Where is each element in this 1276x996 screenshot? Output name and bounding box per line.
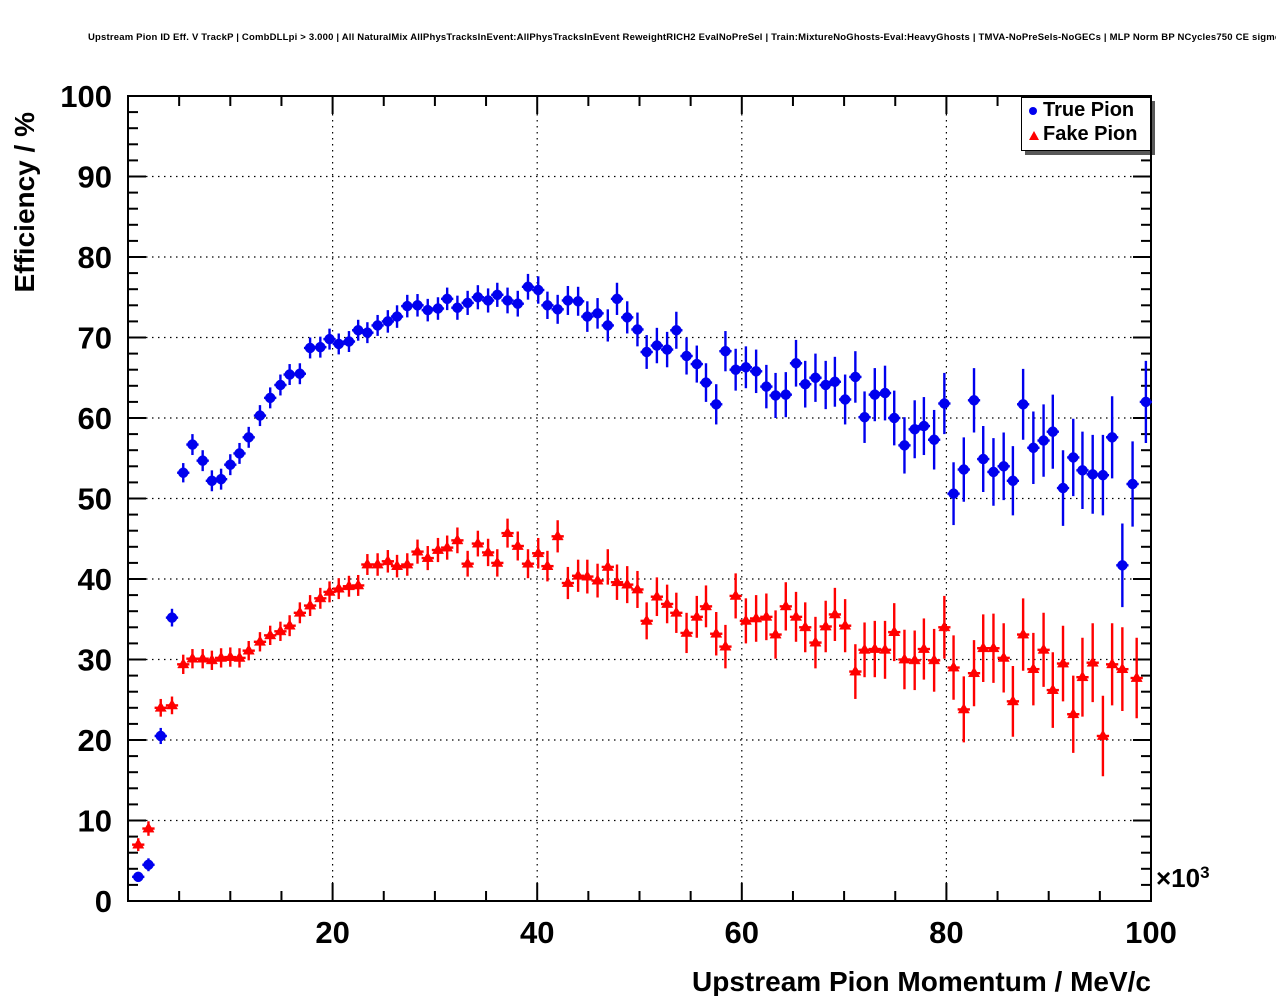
svg-text:70: 70 bbox=[78, 321, 112, 356]
svg-text:20: 20 bbox=[78, 723, 112, 758]
svg-text:30: 30 bbox=[78, 643, 112, 678]
svg-text:40: 40 bbox=[78, 562, 112, 597]
svg-text:80: 80 bbox=[78, 240, 112, 275]
svg-text:100: 100 bbox=[60, 79, 112, 114]
axis-tick-labels: 20 40 60 80 100 0 10 20 30 40 50 60 70 80 90 100 bbox=[60, 79, 1177, 950]
legend-entry-true-pion: True Pion bbox=[1022, 98, 1150, 122]
svg-text:90: 90 bbox=[78, 160, 112, 195]
blue-circle-marker-icon bbox=[1026, 102, 1042, 118]
svg-text:0: 0 bbox=[95, 884, 112, 919]
legend: True Pion Fake Pion bbox=[1021, 97, 1151, 151]
x-axis-exponent: ×103 bbox=[1156, 863, 1210, 894]
plot-title: Upstream Pion ID Eff. V TrackP | CombDLL… bbox=[88, 32, 1276, 43]
svg-text:60: 60 bbox=[78, 401, 112, 436]
x-axis-title: Upstream Pion Momentum / MeV/c bbox=[692, 966, 1151, 996]
svg-text:60: 60 bbox=[725, 915, 759, 950]
grid-lines bbox=[128, 96, 1151, 901]
svg-text:40: 40 bbox=[520, 915, 554, 950]
series-fake-pion bbox=[132, 518, 1143, 852]
y-axis-title: Efficiency / % bbox=[9, 112, 40, 293]
series-true-pion bbox=[132, 273, 1153, 883]
red-triangle-marker-icon bbox=[1026, 126, 1042, 142]
svg-text:20: 20 bbox=[315, 915, 349, 950]
svg-text:100: 100 bbox=[1125, 915, 1177, 950]
svg-text:10: 10 bbox=[78, 804, 112, 839]
legend-entry-fake-pion: Fake Pion bbox=[1022, 122, 1150, 146]
svg-text:80: 80 bbox=[929, 915, 963, 950]
svg-text:50: 50 bbox=[78, 482, 112, 517]
legend-label-fake-pion: Fake Pion bbox=[1043, 123, 1138, 145]
axis-titles: Upstream Pion Momentum / MeV/c Efficiency… bbox=[9, 112, 1210, 996]
legend-label-true-pion: True Pion bbox=[1043, 99, 1135, 121]
